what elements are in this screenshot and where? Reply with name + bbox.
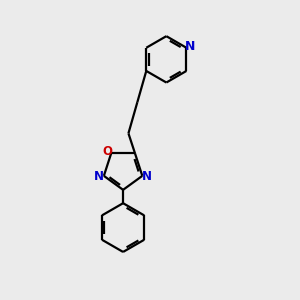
Text: O: O	[102, 145, 112, 158]
Text: N: N	[142, 170, 152, 183]
Text: N: N	[185, 40, 195, 53]
Text: N: N	[94, 170, 104, 183]
